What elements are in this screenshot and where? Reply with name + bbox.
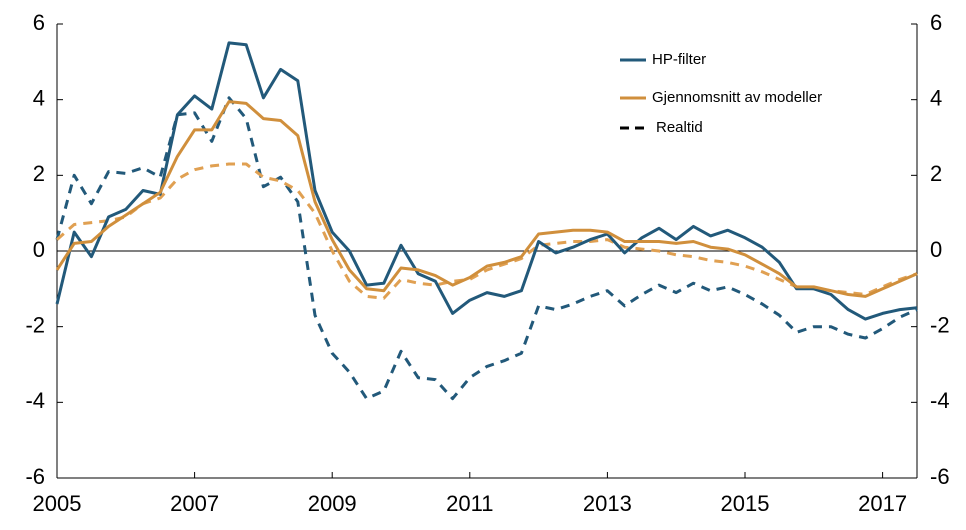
x-tick-label: 2011	[446, 491, 493, 516]
y2-tick-label: 6	[930, 10, 942, 35]
y2-tick-label: 0	[930, 237, 942, 262]
realtime-line	[56, 162, 918, 300]
y2-tick-label: -2	[930, 312, 950, 337]
y2-tick-label: -4	[930, 388, 950, 413]
y2-tick-label: 4	[930, 85, 942, 110]
series-line	[55, 100, 918, 298]
x-tick-label: 2015	[721, 491, 770, 516]
x-tick-label: 2013	[583, 491, 632, 516]
legend-label: Gjennomsnitt av modeller	[652, 89, 822, 106]
y-tick-label: 0	[33, 237, 45, 262]
y-tick-label: -6	[25, 464, 45, 489]
legend-label: Realtid	[656, 119, 703, 136]
y-tick-label: 4	[33, 85, 45, 110]
y-tick-label: -4	[25, 388, 45, 413]
y-tick-label: -2	[25, 312, 45, 337]
x-tick-label: 2005	[33, 491, 82, 516]
series-line	[55, 41, 918, 321]
y2-tick-label: -6	[930, 464, 950, 489]
x-tick-label: 2007	[170, 491, 219, 516]
y-tick-label: 2	[33, 161, 45, 186]
x-tick-label: 2017	[858, 491, 907, 516]
x-tick-label: 2009	[308, 491, 357, 516]
legend-label: HP-filter	[652, 51, 706, 68]
realtime-line	[55, 96, 918, 401]
y-tick-label: 6	[33, 10, 45, 35]
y2-tick-label: 2	[930, 161, 942, 186]
